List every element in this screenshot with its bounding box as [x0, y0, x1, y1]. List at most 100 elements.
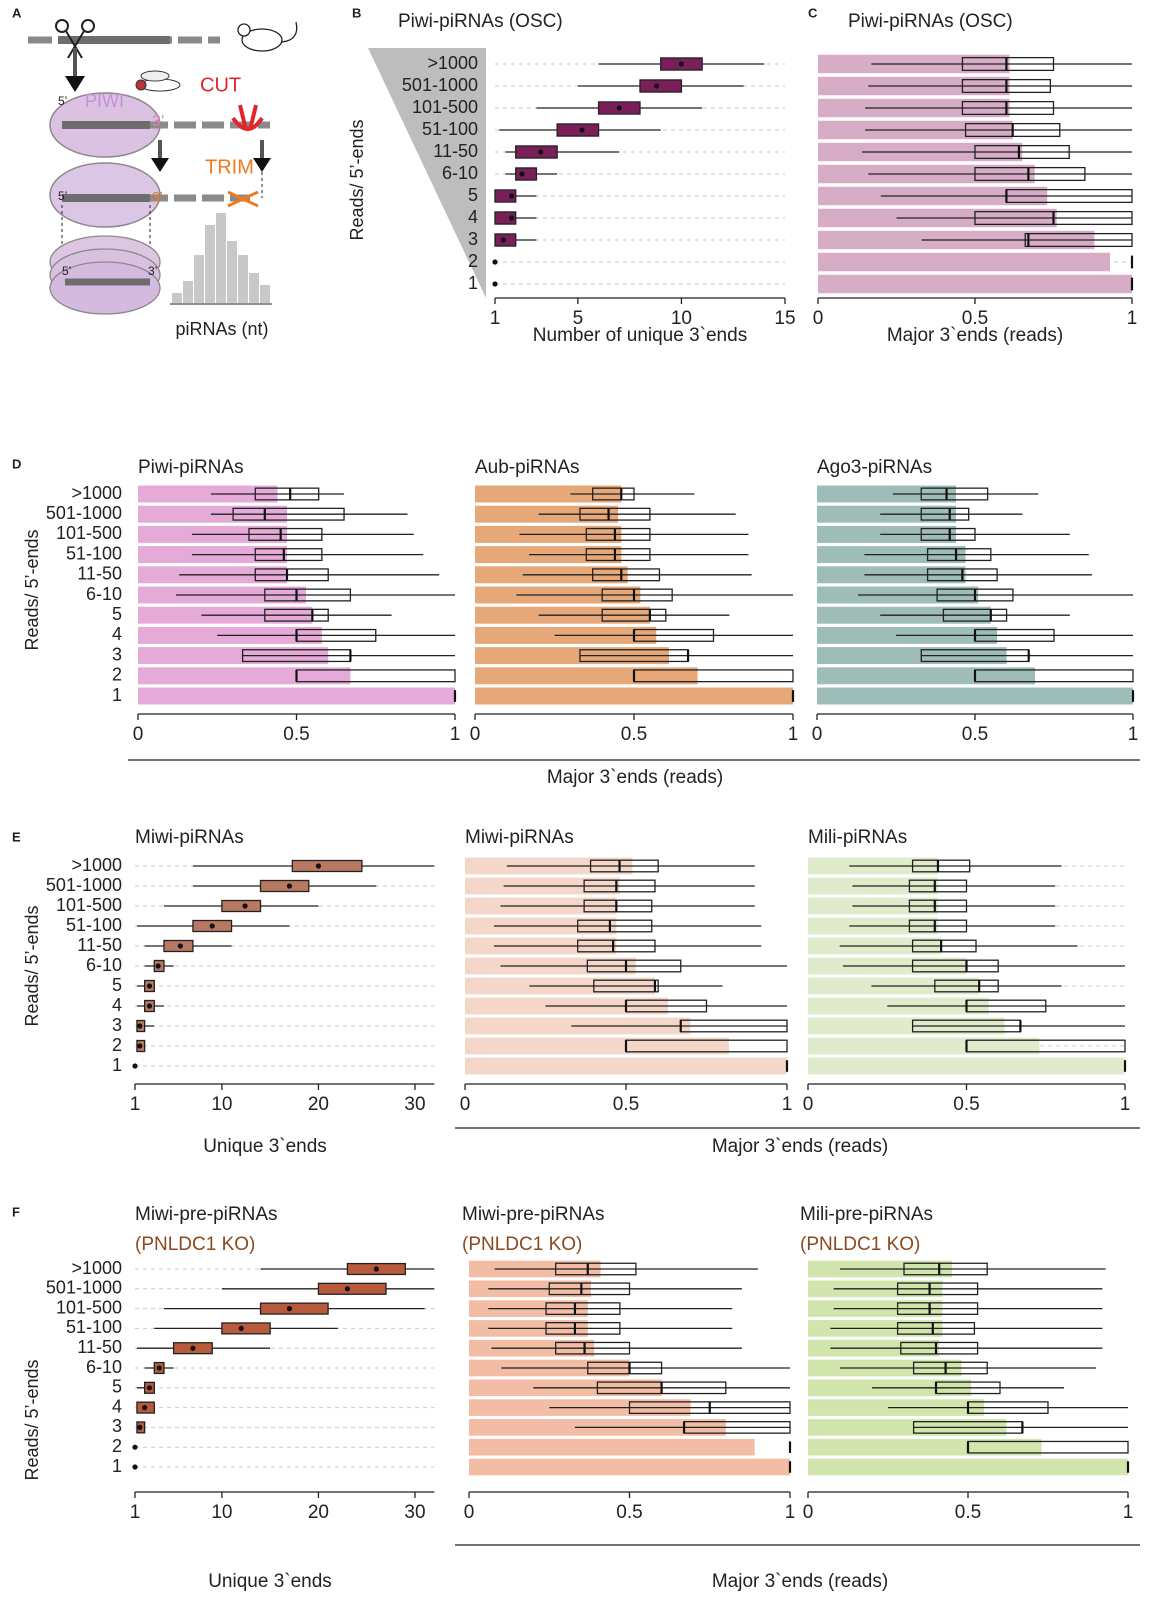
row-label: 2 — [468, 251, 478, 271]
mean-dot — [316, 863, 321, 868]
x-tick-label: 0 — [460, 1094, 471, 1115]
panel-title: Mili-pre-piRNAs — [800, 1204, 933, 1225]
row-label: 5 — [112, 604, 122, 624]
panel-letter: A — [12, 5, 22, 20]
y-axis-label: Reads/ 5’-ends — [22, 1359, 42, 1480]
panel-title: Mili-piRNAs — [808, 827, 907, 848]
panel-title: Piwi-piRNAs — [138, 457, 244, 478]
five-prime-label: 5’ — [58, 189, 67, 203]
mouse-tail — [282, 22, 297, 42]
panel-title: Ago3-piRNAs — [817, 457, 932, 478]
histogram-label: piRNAs (nt) — [175, 319, 268, 339]
row-label: 6-10 — [86, 1357, 122, 1377]
mean-dot — [132, 1464, 137, 1469]
box — [516, 146, 557, 158]
row-label: 501-1000 — [46, 1278, 122, 1298]
histogram-bar — [249, 273, 259, 303]
x-tick-label: 1 — [490, 308, 501, 329]
y-axis-label: Reads/ 5’-ends — [22, 529, 42, 650]
x-tick-label: 0 — [133, 724, 144, 745]
arrowhead — [253, 158, 271, 172]
x-tick-label: 1 — [785, 1502, 796, 1523]
x-tick-label: 0 — [803, 1094, 814, 1115]
row-label: >1000 — [71, 483, 122, 503]
x-tick-label: 0.5 — [955, 1502, 981, 1523]
box — [261, 1303, 329, 1314]
bar — [818, 253, 1110, 271]
x-tick-label: 30 — [404, 1094, 425, 1115]
mean-dot — [509, 215, 514, 220]
box — [222, 901, 261, 912]
row-label: 51-100 — [66, 543, 122, 563]
mean-dot — [132, 1445, 137, 1450]
mean-dot — [178, 943, 183, 948]
mean-dot — [617, 105, 622, 110]
x-tick-label: 10 — [211, 1502, 232, 1523]
row-label: 501-1000 — [46, 875, 122, 895]
figure: A PIWI CUT TRIM 5’ 5’ 5’ 3’ 3’ 3’ piRNAs — [0, 0, 1161, 1601]
panel-letter: D — [12, 456, 21, 471]
histogram-bar — [216, 213, 226, 303]
mean-dot — [239, 1326, 244, 1331]
row-label: 6-10 — [86, 584, 122, 604]
scissors-handle — [82, 20, 94, 32]
panel-letter: B — [352, 5, 361, 20]
x-tick-label: 0.5 — [953, 1094, 979, 1115]
scissors-handle — [56, 20, 68, 32]
x-tick-label: 0.5 — [621, 724, 647, 745]
x-tick-label: 0 — [812, 724, 823, 745]
box — [318, 1283, 386, 1294]
panel-title: Miwi-piRNAs — [465, 827, 574, 848]
fly-icon — [136, 71, 180, 91]
bar — [808, 1459, 1128, 1476]
x-axis-label: Major 3`ends (reads) — [712, 1571, 888, 1592]
row-label: 1 — [112, 1055, 122, 1075]
x-tick-label: 20 — [308, 1502, 329, 1523]
x-axis-label: Major 3`ends (reads) — [547, 767, 723, 788]
mean-dot — [509, 193, 514, 198]
row-label: 5 — [112, 1377, 122, 1397]
x-tick-label: 0 — [813, 308, 824, 329]
histogram-bar — [172, 293, 182, 303]
row-label: 5 — [468, 185, 478, 205]
mean-dot — [242, 903, 247, 908]
row-label: 6-10 — [442, 163, 478, 183]
histogram-bar — [227, 241, 237, 303]
histogram-bar — [183, 281, 193, 303]
histogram-bar — [205, 225, 215, 303]
panel-title: Piwi-piRNAs (OSC) — [398, 11, 563, 32]
row-label: 101-500 — [56, 1297, 122, 1317]
row-label: 501-1000 — [46, 503, 122, 523]
mean-dot — [137, 1425, 142, 1430]
x-tick-label: 1 — [788, 724, 799, 745]
x-axis-label: Number of unique 3`ends — [533, 325, 747, 346]
x-axis-label: Major 3`ends (reads) — [712, 1136, 888, 1157]
bar — [475, 688, 793, 705]
x-tick-label: 1 — [1127, 308, 1138, 329]
mean-dot — [492, 281, 497, 286]
page: A PIWI CUT TRIM 5’ 5’ 5’ 3’ 3’ 3’ piRNAs — [0, 0, 1161, 1601]
row-label: 1 — [112, 1456, 122, 1476]
x-tick-label: 30 — [404, 1502, 425, 1523]
mean-dot — [147, 1003, 152, 1008]
mean-dot — [137, 1023, 142, 1028]
row-label: 5 — [112, 975, 122, 995]
mean-dot — [579, 127, 584, 132]
row-label: 51-100 — [422, 119, 478, 139]
row-label: 2 — [112, 1035, 122, 1055]
row-label: 6-10 — [86, 955, 122, 975]
mean-dot — [142, 1405, 147, 1410]
box — [222, 1323, 270, 1334]
row-label: 501-1000 — [402, 75, 478, 95]
cut-label: CUT — [200, 74, 241, 96]
bar — [469, 1439, 755, 1456]
bar — [138, 688, 455, 705]
x-tick-label: 1 — [130, 1502, 141, 1523]
x-tick-label: 1 — [1123, 1502, 1134, 1523]
row-label: 101-500 — [412, 97, 478, 117]
five-prime-label: 5’ — [58, 94, 67, 108]
row-label: 51-100 — [66, 915, 122, 935]
row-label: 11-50 — [433, 141, 478, 161]
box — [557, 124, 598, 136]
x-tick-label: 1 — [130, 1094, 141, 1115]
